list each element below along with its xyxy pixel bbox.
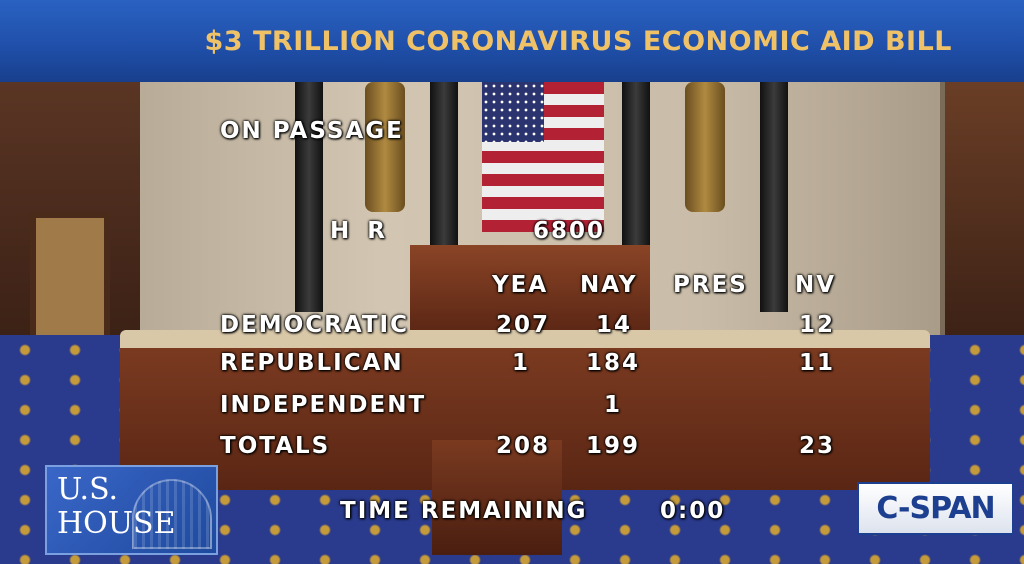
fasces-ornament [365, 82, 405, 212]
cspan-logo: C-SPAN [857, 482, 1014, 535]
nv-count: 12 [798, 312, 835, 338]
title-banner: $3 TRILLION CORONAVIRUS ECONOMIC AID BIL… [0, 0, 1024, 82]
us-house-logo: U.S. HOUSE [45, 465, 218, 555]
column-yea: YEA [492, 272, 549, 298]
bill-prefix: H R [330, 218, 387, 244]
yea-count: 207 [495, 312, 550, 338]
time-remaining-label: TIME REMAINING [340, 498, 588, 524]
totals-label: TOTALS [220, 433, 331, 459]
marble-column [295, 82, 323, 312]
banner-title: $3 TRILLION CORONAVIRUS ECONOMIC AID BIL… [204, 25, 952, 57]
us-flag [482, 82, 604, 232]
yea-count: 1 [511, 350, 530, 376]
bill-number: 6800 [533, 218, 606, 244]
column-nay: NAY [580, 272, 638, 298]
nay-total: 199 [585, 433, 640, 459]
nv-total: 23 [798, 433, 835, 459]
speaker-rostrum [410, 245, 650, 335]
time-remaining-value: 0:00 [660, 498, 726, 524]
nv-count: 11 [798, 350, 835, 376]
nay-count: 1 [603, 392, 622, 418]
party-label: INDEPENDENT [220, 392, 427, 418]
column-nv: NV [795, 272, 837, 298]
nay-count: 14 [595, 312, 632, 338]
party-label: REPUBLICAN [220, 350, 404, 376]
vote-motion: ON PASSAGE [220, 118, 404, 144]
column-pres: PRES [673, 272, 748, 298]
party-label: DEMOCRATIC [220, 312, 409, 338]
capitol-dome-icon [132, 479, 212, 549]
lectern [432, 440, 562, 555]
nay-count: 184 [585, 350, 640, 376]
yea-total: 208 [495, 433, 550, 459]
marble-column [760, 82, 788, 312]
right-doorway [945, 82, 1024, 352]
left-doorway [0, 82, 145, 422]
fasces-ornament [685, 82, 725, 212]
